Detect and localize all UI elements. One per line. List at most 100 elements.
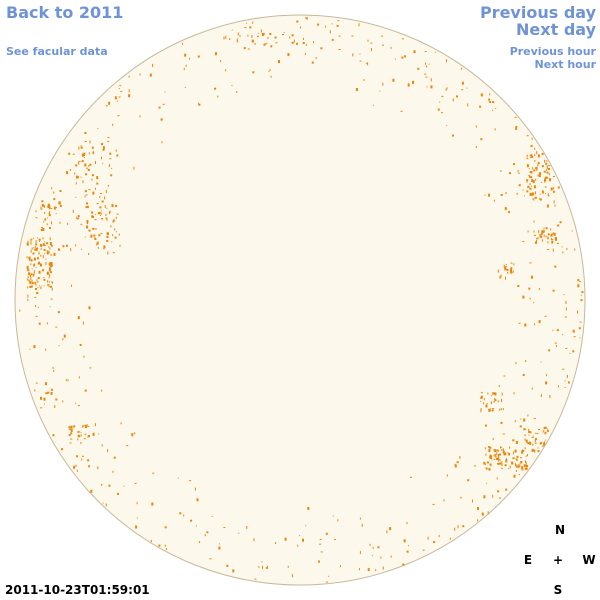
magnetic-spot xyxy=(33,247,35,249)
magnetic-spot xyxy=(27,240,29,244)
magnetic-spot xyxy=(68,152,71,155)
magnetic-spot xyxy=(231,29,233,31)
magnetic-spot xyxy=(92,227,95,230)
next-hour-link[interactable]: Next hour xyxy=(534,58,597,71)
magnetic-spot xyxy=(267,565,268,569)
magnetic-spot xyxy=(109,211,111,215)
magnetic-spot xyxy=(28,257,30,259)
magnetic-spot xyxy=(532,449,535,452)
magnetic-spot xyxy=(325,581,328,583)
back-to-year-link[interactable]: Back to 2011 xyxy=(6,3,124,22)
next-day-link[interactable]: Next day xyxy=(516,20,596,39)
previous-hour-link[interactable]: Previous hour xyxy=(509,45,596,58)
magnetic-spot xyxy=(579,281,582,283)
magnetic-spot xyxy=(49,266,51,269)
magnetic-spot xyxy=(47,203,50,206)
magnetic-spot xyxy=(531,448,534,452)
magnetic-spot xyxy=(540,394,542,398)
magnetic-spot xyxy=(50,265,53,268)
magnetic-spot xyxy=(275,542,276,544)
previous-day-link[interactable]: Previous day xyxy=(479,3,596,22)
magnetic-spot xyxy=(139,73,141,76)
magnetic-spot xyxy=(113,456,116,459)
magnetic-spot xyxy=(179,512,182,515)
magnetic-spot xyxy=(555,344,557,347)
magnetic-spot xyxy=(114,228,116,231)
magnetic-spot xyxy=(518,474,520,475)
magnetic-spot xyxy=(446,474,448,477)
magnetic-spot xyxy=(81,458,83,461)
magnetic-spot xyxy=(95,187,96,190)
magnetic-spot xyxy=(577,284,580,288)
magnetic-spot xyxy=(355,88,358,91)
magnetic-spot xyxy=(43,253,45,255)
magnetic-spot xyxy=(40,286,42,290)
magnetic-spot xyxy=(522,189,524,191)
magnetic-spot xyxy=(75,182,77,185)
magnetic-spot xyxy=(62,245,65,248)
magnetic-spot xyxy=(262,565,263,569)
magnetic-spot xyxy=(69,169,71,171)
magnetic-spot xyxy=(182,42,183,45)
magnetic-spot xyxy=(542,430,544,433)
magnetic-spot xyxy=(31,238,33,240)
magnetic-spot xyxy=(69,442,72,444)
compass-west-label: W xyxy=(582,553,596,567)
magnetic-spot xyxy=(493,199,495,202)
magnetic-spot xyxy=(119,244,121,247)
magnetic-spot xyxy=(46,223,48,226)
magnetic-spot xyxy=(324,25,326,28)
magnetic-spot xyxy=(543,227,545,230)
magnetic-spot xyxy=(102,148,105,151)
magnetic-spot xyxy=(542,230,545,233)
magnetic-spot xyxy=(523,195,525,197)
magnetic-spot xyxy=(490,464,492,467)
magnetic-spot xyxy=(573,336,576,338)
magnetic-spot xyxy=(503,264,505,268)
see-facular-data-link[interactable]: See facular data xyxy=(6,45,108,58)
magnetic-spot xyxy=(528,174,531,176)
magnetic-spot xyxy=(223,36,225,40)
magnetic-spot xyxy=(36,279,38,282)
magnetic-spot xyxy=(494,453,496,457)
magnetic-spot xyxy=(302,42,305,44)
magnetic-spot xyxy=(545,381,548,385)
magnetic-spot xyxy=(485,424,487,427)
magnetic-spot xyxy=(83,152,86,155)
magnetic-spot xyxy=(48,280,50,283)
magnetic-spot xyxy=(530,145,533,148)
magnetic-spot xyxy=(528,287,531,290)
magnetic-spot xyxy=(291,574,293,578)
magnetic-spot xyxy=(136,502,138,505)
magnetic-spot xyxy=(369,543,371,546)
magnetic-spot xyxy=(515,470,517,472)
magnetic-spot xyxy=(517,464,519,467)
magnetic-spot xyxy=(72,209,74,213)
magnetic-spot xyxy=(116,154,119,157)
magnetic-spot xyxy=(88,465,91,468)
magnetic-spot xyxy=(189,57,191,60)
magnetic-spot xyxy=(351,35,354,37)
magnetic-spot xyxy=(91,211,93,214)
magnetic-spot xyxy=(85,206,88,209)
magnetic-spot xyxy=(31,279,33,282)
magnetic-spot xyxy=(544,178,546,182)
magnetic-spot xyxy=(500,274,502,278)
magnetic-spot xyxy=(76,216,78,219)
magnetic-spot xyxy=(530,176,533,179)
magnetic-spot xyxy=(556,329,559,332)
magnetic-spot xyxy=(263,32,265,35)
magnetic-spot xyxy=(49,242,52,245)
magnetic-spot xyxy=(96,203,99,204)
magnetic-spot xyxy=(491,459,493,461)
magnetic-spot xyxy=(499,170,502,172)
magnetic-spot xyxy=(499,497,501,499)
magnetic-spot xyxy=(283,32,285,34)
magnetic-spot xyxy=(528,168,530,170)
magnetic-spot xyxy=(319,543,322,545)
magnetic-spot xyxy=(80,431,82,433)
magnetic-spot xyxy=(105,105,108,107)
magnetic-spot xyxy=(539,197,541,200)
magnetic-spot xyxy=(112,221,115,223)
magnetic-spot xyxy=(502,408,504,411)
